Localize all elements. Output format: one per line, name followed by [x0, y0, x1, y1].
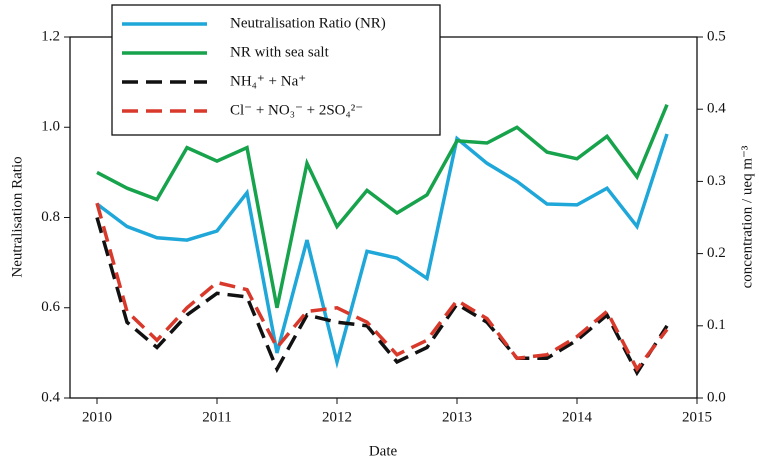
legend-box [111, 4, 441, 136]
y2-tick-label: 0.2 [707, 245, 726, 261]
y2-tick-label: 0.3 [707, 173, 726, 189]
y2-tick-label: 0.4 [707, 101, 726, 117]
legend-label: NR with sea salt [230, 44, 330, 60]
y-tick-label: 1.0 [41, 119, 60, 135]
x-tick-label: 2011 [202, 409, 231, 425]
legend-label: Cl⁻ + NO₃⁻ + 2SO₄²⁻ [230, 102, 363, 118]
y-tick-label: 1.2 [41, 28, 60, 44]
y2-axis-label: concentration / ueq m⁻³ [739, 145, 755, 288]
x-axis-label: Date [369, 443, 398, 459]
series-line [95, 133, 669, 369]
y-tick-label: 0.6 [41, 299, 60, 315]
y-tick-label: 0.8 [41, 209, 60, 225]
legend-label: NH₄⁺ + Na⁺ [230, 73, 306, 89]
series-line [96, 104, 669, 309]
series-line [95, 217, 669, 377]
x-tick-label: 2015 [682, 409, 712, 425]
y-tick-label: 0.4 [41, 389, 60, 405]
x-tick-label: 2012 [322, 409, 352, 425]
x-tick-label: 2013 [442, 409, 472, 425]
y-axis-label: Neutralisation Ratio [9, 156, 25, 277]
legend-label: Neutralisation Ratio (NR) [230, 15, 386, 31]
series-line [95, 202, 669, 373]
y2-tick-label: 0.1 [707, 317, 726, 333]
x-tick-label: 2010 [82, 409, 112, 425]
y2-tick-label: 0.0 [707, 389, 726, 405]
y2-tick-label: 0.5 [707, 28, 726, 44]
x-tick-label: 2014 [562, 409, 593, 425]
